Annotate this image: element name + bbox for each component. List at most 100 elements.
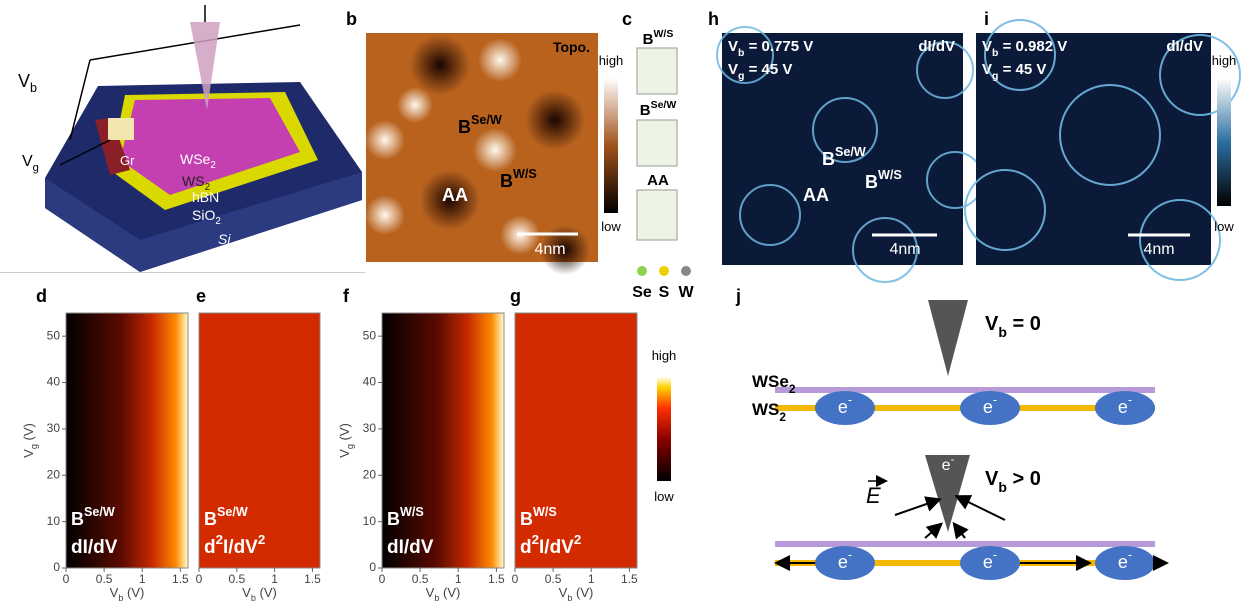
supscript: -: [848, 393, 852, 407]
subscript: 2: [789, 382, 796, 396]
y-tick-label: 30: [47, 421, 61, 435]
x-tick-label: 1: [139, 572, 146, 586]
label: low: [601, 219, 621, 234]
supscript: W/S: [878, 168, 902, 182]
text-part: (V): [123, 585, 144, 600]
label: 4nm: [889, 241, 920, 258]
label: 4nm: [1143, 241, 1174, 258]
label: AA: [442, 185, 468, 205]
text-part: d: [520, 537, 532, 558]
label: low: [1214, 219, 1234, 234]
text-part: e: [838, 397, 848, 417]
supscript: 2: [574, 532, 581, 547]
text-part: V: [426, 585, 435, 600]
subscript: 2: [779, 410, 786, 424]
text-part: B: [520, 509, 533, 529]
text-part: (V): [21, 423, 36, 444]
x-tick-label: 0: [512, 572, 519, 586]
text-part: d: [36, 286, 47, 306]
y-tick-label: 20: [47, 467, 61, 481]
y-tick-label: 0: [369, 560, 376, 574]
text-part: V: [985, 468, 999, 490]
label: Vb: [18, 71, 37, 96]
x-tick-label: 1.5: [172, 572, 189, 586]
label: E: [866, 483, 881, 508]
subscript: b: [998, 324, 1007, 340]
supscript: W/S: [513, 167, 537, 181]
label: W: [678, 284, 694, 301]
text-part: V: [559, 585, 568, 600]
panel-label: e: [196, 286, 206, 306]
text-part: e: [838, 552, 848, 572]
label: high: [599, 53, 624, 68]
text-part: e: [196, 286, 206, 306]
text-part: V: [21, 449, 36, 458]
panel-label: b: [346, 9, 357, 29]
text-part: e: [1118, 397, 1128, 417]
text-part: B: [822, 149, 835, 169]
x-tick-label: 0: [379, 572, 386, 586]
text-part: e: [942, 457, 951, 474]
label: Vb = 0: [985, 313, 1041, 339]
label: BW/S: [643, 28, 674, 48]
text-part: SiO: [192, 207, 215, 223]
text-part: hBN: [192, 189, 219, 205]
x-axis-label: Vb (V): [242, 585, 277, 603]
text-part: B: [865, 172, 878, 192]
text-part: V: [982, 38, 992, 55]
label: WSe2: [752, 372, 796, 396]
text-part: B: [387, 509, 400, 529]
supscript: 2: [216, 532, 223, 547]
text-part: 4nm: [1143, 241, 1174, 258]
y-axis-label: Vg (V): [337, 423, 355, 458]
subscript: b: [998, 479, 1007, 495]
label: AA: [647, 172, 669, 189]
supscript: W/S: [533, 505, 557, 519]
label: S: [659, 284, 670, 301]
text-part: > 0: [1007, 468, 1041, 490]
text-part: B: [500, 171, 513, 191]
supscript: W/S: [400, 505, 424, 519]
y-tick-label: 50: [47, 328, 61, 342]
x-axis-label: Vb (V): [110, 585, 145, 603]
text-part: e: [983, 552, 993, 572]
text-part: = 0.982 V: [998, 38, 1067, 55]
text-part: B: [640, 102, 651, 119]
panel-label: h: [708, 9, 719, 29]
label: Si: [218, 231, 231, 247]
x-tick-label: 0.5: [228, 572, 245, 586]
text-part: e: [1118, 552, 1128, 572]
label: WS2: [752, 400, 786, 424]
text-part: dI/dV: [71, 537, 118, 558]
panel-label: d: [36, 286, 47, 306]
text-part: AA: [442, 185, 468, 205]
text-part: = 0.775 V: [744, 38, 813, 55]
text-part: AA: [647, 172, 669, 189]
text-part: V: [337, 449, 352, 458]
text-part: Gr: [120, 153, 135, 168]
stacking-models: [637, 48, 691, 276]
text-part: V: [18, 71, 30, 91]
supscript: -: [951, 454, 955, 466]
text-part: = 45 V: [744, 61, 792, 78]
figure: bchijVbVgGrWSe2WS2hBNSiO2SiTopo.BSe/WAAB…: [0, 0, 1245, 609]
label: Gr: [120, 153, 135, 168]
x-tick-label: 0.5: [412, 572, 429, 586]
text-part: WSe: [752, 372, 789, 391]
text-part: (V): [337, 423, 352, 444]
text-part: dI/dV: [918, 38, 955, 55]
x-tick-label: 1: [588, 572, 595, 586]
text-part: Topo.: [553, 39, 590, 55]
text-part: dI/dV: [1166, 38, 1203, 55]
label: AA: [803, 185, 829, 205]
text-part: V: [22, 153, 33, 170]
x-tick-label: 0: [63, 572, 70, 586]
label: Vb > 0: [985, 468, 1041, 494]
label: Se: [632, 284, 652, 301]
supscript: Se/W: [217, 505, 248, 519]
text-part: V: [728, 61, 738, 78]
supscript: -: [848, 548, 852, 562]
label: high: [652, 348, 677, 363]
x-tick-label: 1.5: [304, 572, 321, 586]
text-part: WS: [752, 400, 779, 419]
